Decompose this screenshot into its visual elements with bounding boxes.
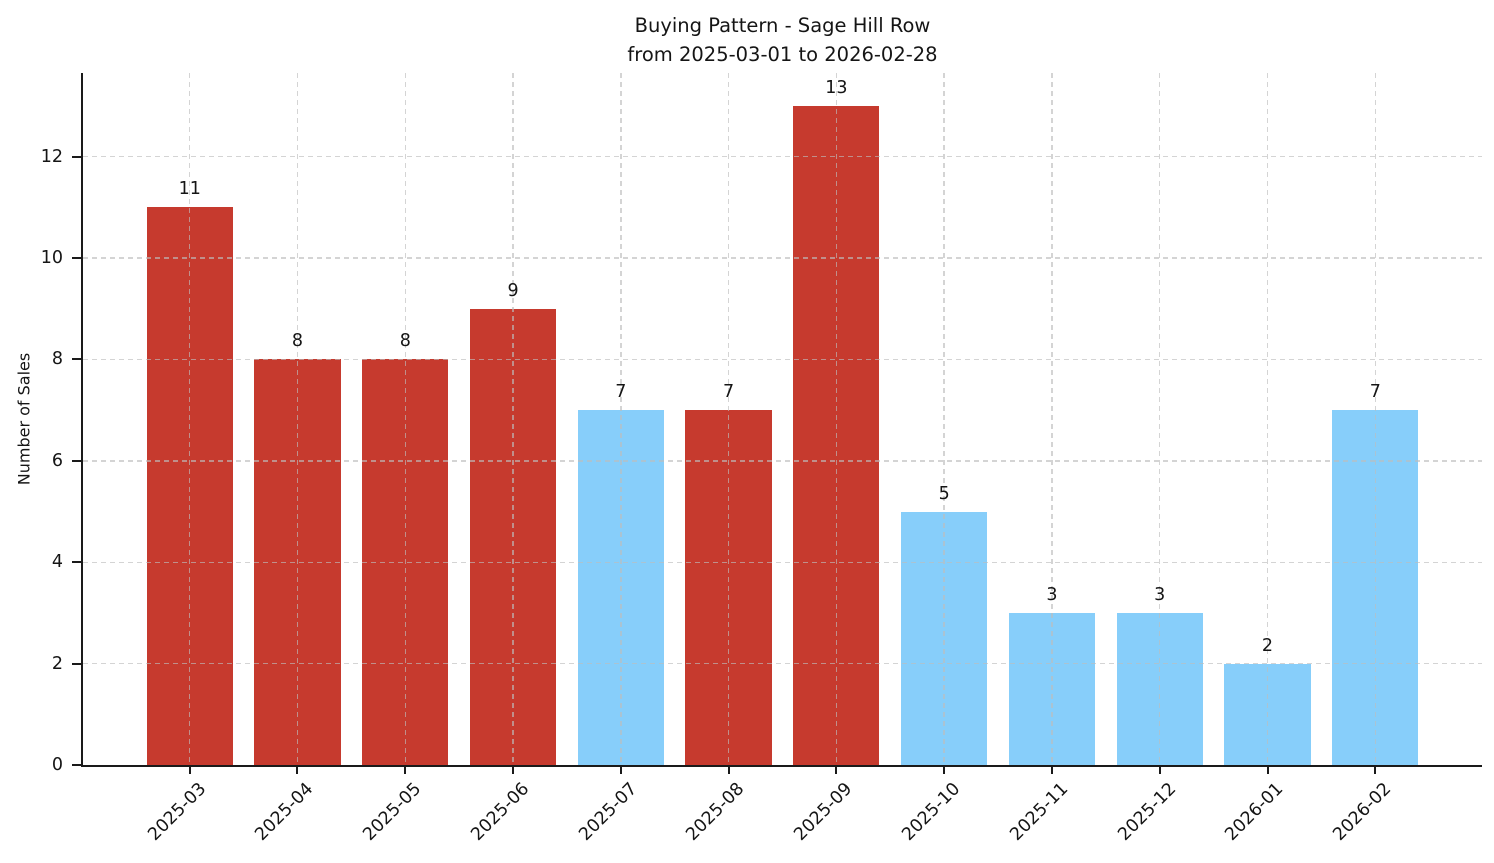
- x-gridline: [1051, 73, 1053, 765]
- bar-value-label: 9: [507, 280, 519, 301]
- x-gridline: [404, 73, 406, 765]
- x-tick-mark: [943, 767, 946, 774]
- x-tick-label-2025-04: 2025-04: [251, 779, 318, 845]
- bar-value-label: 8: [399, 331, 411, 352]
- x-gridline: [620, 73, 622, 765]
- y-tick-mark: [72, 257, 81, 260]
- bar-value-label: 2: [1261, 635, 1274, 656]
- y-gridline: [83, 460, 1482, 462]
- y-tick-label: 2: [51, 653, 63, 674]
- bar-value-label: 8: [291, 331, 304, 352]
- bar-value-label: 7: [1369, 382, 1381, 403]
- x-tick-label-2025-05: 2025-05: [359, 779, 426, 845]
- y-gridline: [83, 257, 1482, 259]
- x-axis-spine: [81, 765, 1482, 767]
- plot-area: 0 2 4 6 8 10 12 11 2025-03 8 2025-04 8 2025-05 9 2025-…: [41, 73, 1482, 845]
- x-tick-mark: [296, 767, 299, 774]
- x-gridline: [727, 73, 730, 765]
- x-tick-mark: [1158, 767, 1161, 774]
- x-tick-mark: [1374, 767, 1377, 774]
- x-tick-label-2025-07: 2025-07: [575, 779, 641, 845]
- chart-title-line1: Buying Pattern - Sage Hill Row: [634, 14, 931, 37]
- y-tick-mark: [72, 358, 81, 361]
- bar-value-label: 3: [1154, 584, 1166, 605]
- x-gridline: [512, 73, 514, 765]
- x-tick-mark: [1266, 767, 1269, 774]
- bar-value-label: 7: [615, 382, 627, 403]
- x-tick-mark: [1050, 767, 1053, 774]
- y-tick-mark: [72, 764, 81, 766]
- y-gridline: [83, 561, 1482, 563]
- x-tick-mark: [512, 767, 515, 774]
- x-gridline: [1159, 73, 1161, 765]
- x-gridline: [1374, 73, 1376, 765]
- y-gridline: [83, 358, 1482, 361]
- x-tick-label-2025-11: 2025-11: [1006, 779, 1073, 845]
- bar-value-label: 11: [178, 179, 201, 200]
- x-tick-label-2025-06: 2025-06: [467, 779, 534, 845]
- x-tick-label-2026-01: 2026-01: [1221, 779, 1288, 845]
- x-tick-mark: [619, 767, 622, 774]
- x-tick-mark: [188, 767, 191, 774]
- y-tick-label: 10: [40, 248, 63, 269]
- y-tick-mark: [72, 662, 81, 665]
- y-gridline: [83, 155, 1482, 158]
- y-tick-label: 0: [51, 755, 63, 775]
- x-tick-label-2026-02: 2026-02: [1329, 779, 1396, 845]
- y-tick-label: 4: [51, 552, 63, 573]
- x-gridline: [296, 73, 299, 765]
- x-tick-label-2025-03: 2025-03: [143, 779, 210, 845]
- y-tick-mark: [72, 561, 81, 564]
- chart-title-line2: from 2025-03-01 to 2026-02-28: [627, 43, 938, 66]
- x-tick-label-2025-10: 2025-10: [898, 779, 965, 845]
- x-tick-mark: [835, 767, 838, 774]
- bar-value-label: 3: [1046, 584, 1058, 605]
- x-tick-mark: [404, 767, 407, 774]
- x-tick-label-2025-12: 2025-12: [1114, 779, 1180, 845]
- bar-value-label: 5: [938, 483, 950, 504]
- x-tick-label-2025-08: 2025-08: [682, 779, 749, 845]
- x-gridline: [1266, 73, 1269, 765]
- y-tick-mark: [72, 459, 81, 462]
- y-gridline: [83, 662, 1482, 665]
- x-gridline: [835, 73, 838, 765]
- x-tick-mark: [727, 767, 730, 774]
- bar-value-label: 7: [723, 382, 735, 403]
- bar-value-label: 13: [825, 77, 848, 98]
- chart-title: Buying Pattern - Sage Hill Row from 2025…: [83, 11, 1482, 69]
- y-tick-label: 8: [51, 349, 63, 370]
- y-tick-mark: [72, 155, 81, 158]
- x-gridline: [943, 73, 945, 765]
- x-gridline: [189, 73, 191, 765]
- x-tick-label-2025-09: 2025-09: [790, 779, 857, 845]
- y-axis-spine: [81, 73, 83, 767]
- y-tick-label: 12: [40, 146, 63, 167]
- y-tick-label: 6: [51, 450, 63, 471]
